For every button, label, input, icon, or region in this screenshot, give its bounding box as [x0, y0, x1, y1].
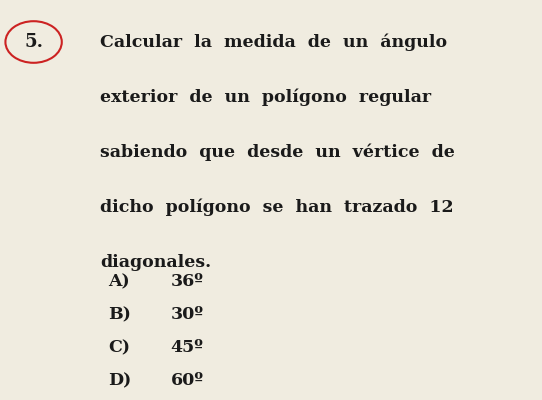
- Text: 36º: 36º: [171, 274, 204, 290]
- Text: diagonales.: diagonales.: [100, 254, 211, 271]
- Text: sabiendo  que  desde  un  vértice  de: sabiendo que desde un vértice de: [100, 144, 455, 161]
- Text: C): C): [108, 339, 131, 356]
- Text: 45º: 45º: [171, 339, 204, 356]
- Text: 5.: 5.: [24, 33, 43, 51]
- Text: dicho  polígono  se  han  trazado  12: dicho polígono se han trazado 12: [100, 199, 454, 216]
- Text: A): A): [108, 274, 130, 290]
- Text: 30º: 30º: [171, 306, 204, 323]
- Text: B): B): [108, 306, 131, 323]
- Text: exterior  de  un  polígono  regular: exterior de un polígono regular: [100, 88, 431, 106]
- Text: D): D): [108, 372, 132, 389]
- Text: Calcular  la  medida  de  un  ángulo: Calcular la medida de un ángulo: [100, 33, 447, 51]
- Text: 60º: 60º: [171, 372, 204, 389]
